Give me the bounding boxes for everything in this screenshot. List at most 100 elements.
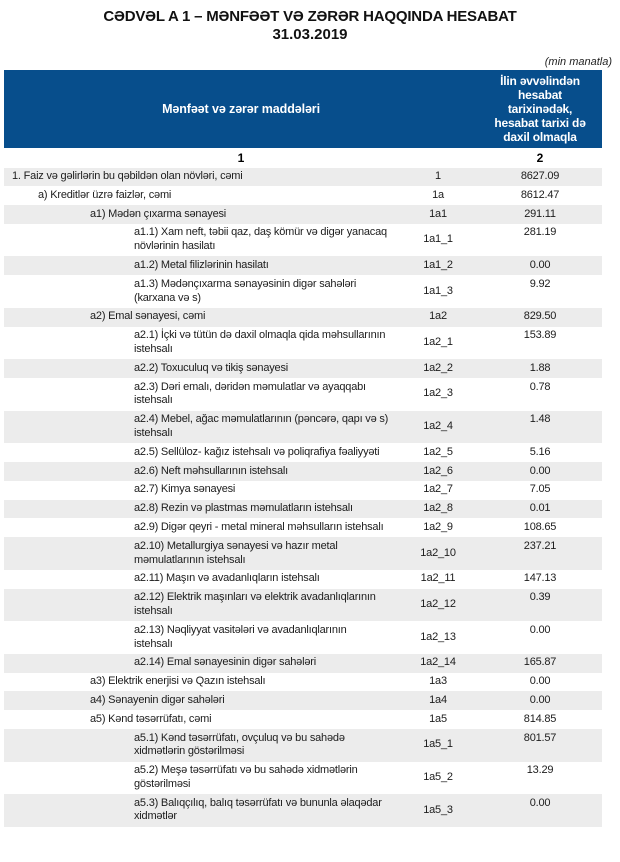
column-number-1: 1 (4, 147, 479, 168)
row-item-code: 1a5_3 (423, 803, 453, 816)
table-row: 1. Faiz və gəlirlərin bu qəbildən olan n… (4, 167, 603, 187)
row-item-label: a2.9) Digər qeyri - metal mineral məhsul… (134, 520, 384, 533)
table-row: a1.3) Mədənçıxarma sənayəsinin digər sah… (4, 275, 602, 308)
row-item-value: 147.13 (523, 572, 557, 585)
row-item-value: 0.00 (529, 693, 551, 706)
table-row: a2.12) Elektrik maşınları və elektrik av… (4, 588, 603, 622)
row-item-value: 7.05 (529, 483, 551, 496)
row-item-code: 1a2_5 (423, 445, 453, 458)
row-item-label: a5.2) Meşə təsərrüfatı və bu sahədə xidm… (134, 764, 358, 790)
row-item-label: a2.3) Dəri emalı, dəridən məmulatlar və … (134, 380, 366, 407)
row-item-label: a2.14) Emal sənayesinin digər sahələri (134, 656, 316, 669)
row-item-label: a1.1) Xam neft, təbii qaz, daş kömür və … (134, 226, 387, 253)
row-item-value: 0.00 (529, 258, 551, 271)
row-item-code: 1a5 (429, 712, 447, 725)
table-row: a2.13) Nəqliyyat vasitələri və avadanlıq… (4, 621, 602, 654)
row-item-code: 1a5_2 (423, 770, 453, 783)
table-row: a2.10) Metallurgiya sənayesi və hazır me… (4, 537, 603, 570)
row-item-label: a5.1) Kənd təsərrüfatı, ovçuluq və bu sa… (134, 731, 345, 758)
row-item-label: a2.6) Neft məhsullarının istehsalı (134, 464, 288, 477)
table-row: a2.3) Dəri emalı, dəridən məmulatlar və … (4, 378, 602, 411)
row-item-label: a2.12) Elektrik maşınları və elektrik av… (134, 591, 376, 617)
table-row: a2.5) Sellüloz- kağız istehsalı və poliq… (4, 443, 602, 462)
row-item-value: 281.19 (523, 226, 557, 239)
row-item-value: 829.50 (523, 310, 557, 323)
row-item-value: 0.39 (529, 591, 551, 604)
row-item-label: a2.7) Kimya sənayesi (134, 483, 236, 496)
row-item-code: 1a1 (429, 207, 447, 220)
row-item-label: a1.3) Mədənçıxarma sənayəsinin digər sah… (134, 277, 357, 304)
row-item-value: 108.65 (523, 520, 557, 533)
table-row: a3) Elektrik enerjisi və Qazın istehsalı… (4, 673, 602, 692)
row-item-code: 1a2_10 (420, 546, 456, 559)
table-row: a2.8) Rezin və plastmas məmulatların ist… (4, 499, 603, 519)
row-item-label: a2.2) Toxuculuq və tikiş sənayesi (134, 361, 289, 374)
row-item-code: 1a2_7 (423, 483, 453, 496)
row-item-value: 0.00 (529, 796, 551, 809)
row-item-code: 1a2_1 (423, 336, 453, 349)
table-row: a5.3) Balıqçılıq, balıq təsərrüfatı və b… (4, 794, 603, 827)
row-item-value: 13.29 (526, 764, 554, 777)
table-row: a5) Kənd təsərrüfatı, cəmi 1a5 814.85 (4, 710, 602, 729)
table-row: a) Kreditlər üzrə faizlər, cəmi 1a 8612.47 (4, 186, 602, 205)
row-item-label: a5) Kənd təsərrüfatı, cəmi (90, 712, 212, 725)
row-item-label: a2) Emal sənayesi, cəmi (90, 310, 206, 323)
header-items-label: Mənfəət və zərər maddələri (4, 69, 479, 148)
row-item-label: a1) Mədən çıxarma sənayesi (90, 207, 227, 220)
report-table: Mənfəət və zərər maddələri İlin əvvəlind… (4, 69, 603, 827)
row-item-value: 0.00 (529, 623, 551, 636)
row-item-code: 1a2_13 (420, 630, 456, 643)
row-item-label: a2.8) Rezin və plastmas məmulatların ist… (134, 502, 353, 515)
row-item-code: 1a2_11 (420, 572, 456, 585)
report-date: 31.03.2019 (272, 25, 348, 43)
table-row: a2.14) Emal sənayesinin digər sahələri 1a… (4, 653, 603, 673)
row-item-code: 1a2_12 (420, 598, 456, 611)
row-item-label: a2.5) Sellüloz- kağız istehsalı və poliq… (134, 445, 380, 458)
row-item-code: 1a2_14 (420, 656, 456, 669)
table-row: a5.1) Kənd təsərrüfatı, ovçuluq və bu sa… (4, 729, 603, 762)
row-item-value: 5.16 (529, 445, 551, 458)
row-item-value: 291.11 (524, 207, 556, 220)
row-item-value: 9.92 (529, 277, 551, 290)
page-title: CƏDVƏL A 1 – MƏNFƏƏT VƏ ZƏRƏR HAQQINDA H… (103, 8, 517, 25)
row-item-code: 1a2 (429, 310, 447, 323)
row-item-label: a2.1) İçki və tütün də daxil olmaqla qid… (134, 329, 386, 355)
table-row: a2) Emal sənayesi, cəmi 1a2 829.50 (4, 307, 603, 327)
table-row: a2.4) Mebel, ağac məmulatlarının (pəncər… (4, 410, 603, 444)
table-row: a2.2) Toxuculuq və tikiş sənayesi 1a2_2 1.… (4, 359, 603, 379)
row-item-code: 1a2_6 (423, 464, 453, 477)
row-item-code: 1a2_8 (423, 502, 453, 515)
row-item-code: 1a2_2 (423, 361, 453, 374)
row-item-value: 814.85 (523, 712, 557, 725)
row-item-code: 1a (432, 188, 444, 201)
row-item-value: 0.00 (529, 464, 551, 477)
column-number-2: 2 (478, 147, 603, 168)
row-item-value: 0.00 (529, 675, 551, 688)
row-item-code: 1a2_3 (423, 387, 453, 400)
row-item-code: 1a3 (429, 675, 447, 688)
table-row: a1.1) Xam neft, təbii qaz, daş kömür və … (4, 224, 602, 257)
table-row: a4) Sənayenin digər sahələri 1a4 0.00 (4, 691, 603, 711)
table-row: a2.1) İçki və tütün də daxil olmaqla qid… (4, 327, 602, 360)
row-item-value: 153.89 (523, 329, 557, 342)
row-item-label: a4) Sənayenin digər sahələri (90, 693, 225, 706)
table-row: a1) Mədən çıxarma sənayesi 1a1 291.11 (4, 205, 603, 224)
row-item-value: 1.88 (529, 361, 551, 374)
table-row: a5.2) Meşə təsərrüfatı və bu sahədə xidm… (4, 762, 602, 795)
table-row: a2.11) Maşın və avadanlıqların istehsalı… (4, 570, 602, 589)
column-numbering-row: 1 2 (4, 147, 603, 168)
row-item-value: 1.48 (529, 413, 551, 426)
row-item-label: a2.13) Nəqliyyat vasitələri və avadanlıq… (134, 623, 347, 650)
row-item-code: 1a1_1 (423, 233, 453, 246)
report-table-body: 1. Faiz və gəlirlərin bu qəbildən olan n… (4, 167, 603, 827)
table-row: a1.2) Metal filizlərinin hasilatı 1a1_2 0.… (4, 256, 603, 276)
row-item-code: 1a2_4 (423, 420, 453, 433)
row-item-code: 1a4 (429, 693, 447, 706)
row-item-value: 237.21 (523, 539, 557, 552)
row-item-code: 1a2_9 (423, 520, 453, 533)
unit-note: (min manatla) (544, 55, 612, 68)
row-item-value: 0.78 (529, 380, 551, 393)
row-item-code: 1a5_1 (423, 738, 453, 751)
row-item-label: a1.2) Metal filizlərinin hasilatı (134, 258, 269, 271)
table-row: a2.9) Digər qeyri - metal mineral məhsul… (4, 518, 602, 537)
